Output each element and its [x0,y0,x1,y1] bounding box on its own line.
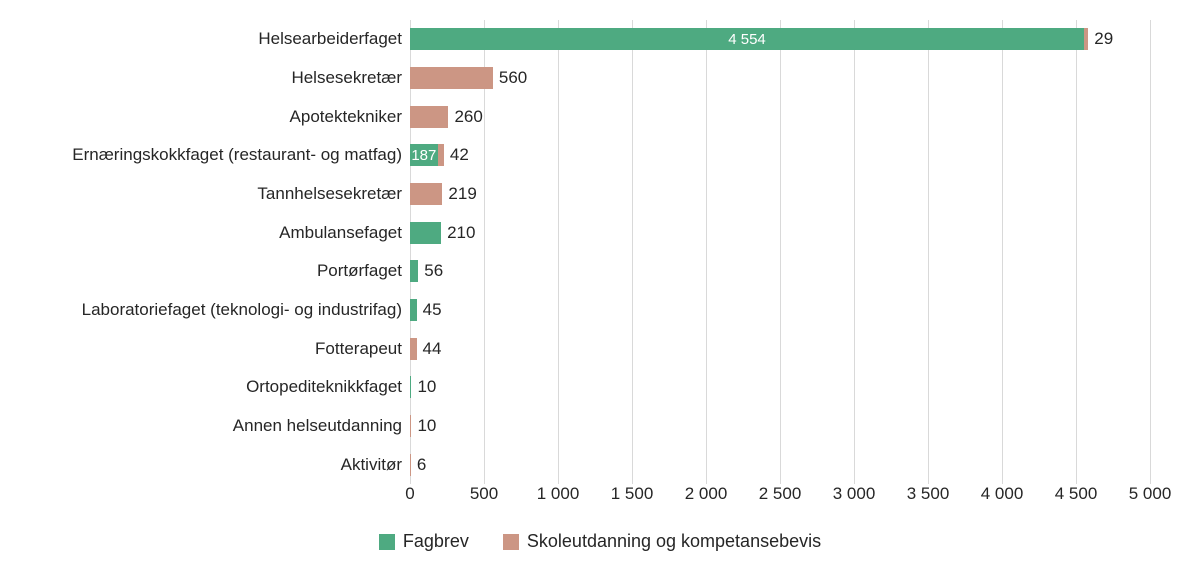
legend-item-skole: Skoleutdanning og kompetansebevis [503,531,821,552]
bar-stack: 10 [410,415,411,437]
x-tick-label: 3 500 [907,484,950,504]
bar-segment-skole [410,454,411,476]
bar-value-end: 45 [423,300,442,320]
x-tick-label: 3 000 [833,484,876,504]
x-tick-label: 2 500 [759,484,802,504]
category-label: Ambulansefaget [279,223,402,243]
x-tick-label: 0 [405,484,414,504]
bar-segment-fagbrev [410,299,417,321]
bar-row: Annen helseutdanning10 [410,407,1150,446]
bar-value-end: 29 [1094,29,1113,49]
bar-row: Tannhelsesekretær219 [410,175,1150,214]
category-label: Laboratoriefaget (teknologi- og industri… [82,300,402,320]
x-axis: 05001 0001 5002 0002 5003 0003 5004 0004… [410,484,1150,508]
x-tick-label: 4 500 [1055,484,1098,504]
legend-label-skole: Skoleutdanning og kompetansebevis [527,531,821,552]
x-tick-label: 5 000 [1129,484,1172,504]
bar-stack: 260 [410,106,448,128]
bar-segment-fagbrev: 187 [410,144,438,166]
bar-value-end: 56 [424,261,443,281]
bar-stack: 560 [410,67,493,89]
bar-stack: 56 [410,260,418,282]
bar-segment-fagbrev [410,222,441,244]
bar-value-end: 210 [447,223,475,243]
bar-row: Apotektekniker260 [410,97,1150,136]
bar-row: Aktivitør6 [410,445,1150,484]
category-label: Tannhelsesekretær [257,184,402,204]
bar-value-end: 42 [450,145,469,165]
bar-segment-skole [410,415,411,437]
x-tick-label: 2 000 [685,484,728,504]
legend: Fagbrev Skoleutdanning og kompetansebevi… [0,531,1200,552]
gridline [1150,20,1151,484]
bar-value-end: 44 [423,339,442,359]
bar-value-end: 560 [499,68,527,88]
bar-value-end: 10 [417,377,436,397]
category-label: Fotterapeut [315,339,402,359]
chart-container: Helsearbeiderfaget4 55429Helsesekretær56… [0,0,1200,564]
bar-segment-skole [410,183,442,205]
legend-label-fagbrev: Fagbrev [403,531,469,552]
legend-item-fagbrev: Fagbrev [379,531,469,552]
bar-value-end: 10 [417,416,436,436]
bar-row: Ambulansefaget210 [410,213,1150,252]
bar-stack: 219 [410,183,442,205]
legend-swatch-fagbrev [379,534,395,550]
bar-value-end: 260 [454,107,482,127]
bar-segment-skole [1084,28,1088,50]
x-tick-label: 500 [470,484,498,504]
category-label: Portørfaget [317,261,402,281]
x-tick-label: 1 500 [611,484,654,504]
category-label: Helsesekretær [291,68,402,88]
category-label: Ernæringskokkfaget (restaurant- og matfa… [72,145,402,165]
category-label: Ortopediteknikkfaget [246,377,402,397]
bar-stack: 10 [410,376,411,398]
bar-stack: 210 [410,222,441,244]
bar-value-inside: 4 554 [728,31,766,48]
category-label: Apotektekniker [290,107,402,127]
bar-stack: 44 [410,338,417,360]
bar-stack: 45 [410,299,417,321]
bar-segment-skole [410,106,448,128]
bar-segment-skole [410,338,417,360]
bar-row: Helsearbeiderfaget4 55429 [410,20,1150,59]
bar-row: Helsesekretær560 [410,59,1150,98]
x-tick-label: 1 000 [537,484,580,504]
bar-row: Ortopediteknikkfaget10 [410,368,1150,407]
bar-segment-fagbrev [410,260,418,282]
bar-value-end: 219 [448,184,476,204]
bar-value-inside: 187 [411,147,436,164]
bar-value-end: 6 [417,455,426,475]
bar-segment-fagbrev: 4 554 [410,28,1084,50]
bar-row: Portørfaget56 [410,252,1150,291]
plot-area: Helsearbeiderfaget4 55429Helsesekretær56… [410,20,1150,484]
legend-swatch-skole [503,534,519,550]
category-label: Aktivitør [341,455,402,475]
bar-stack: 6 [410,454,411,476]
bar-segment-fagbrev [410,376,411,398]
category-label: Helsearbeiderfaget [258,29,402,49]
bar-segment-skole [410,67,493,89]
bar-row: Ernæringskokkfaget (restaurant- og matfa… [410,136,1150,175]
bar-stack: 4 55429 [410,28,1088,50]
bar-row: Laboratoriefaget (teknologi- og industri… [410,291,1150,330]
bar-segment-skole [438,144,444,166]
category-label: Annen helseutdanning [233,416,402,436]
x-tick-label: 4 000 [981,484,1024,504]
bar-stack: 18742 [410,144,444,166]
bar-row: Fotterapeut44 [410,329,1150,368]
